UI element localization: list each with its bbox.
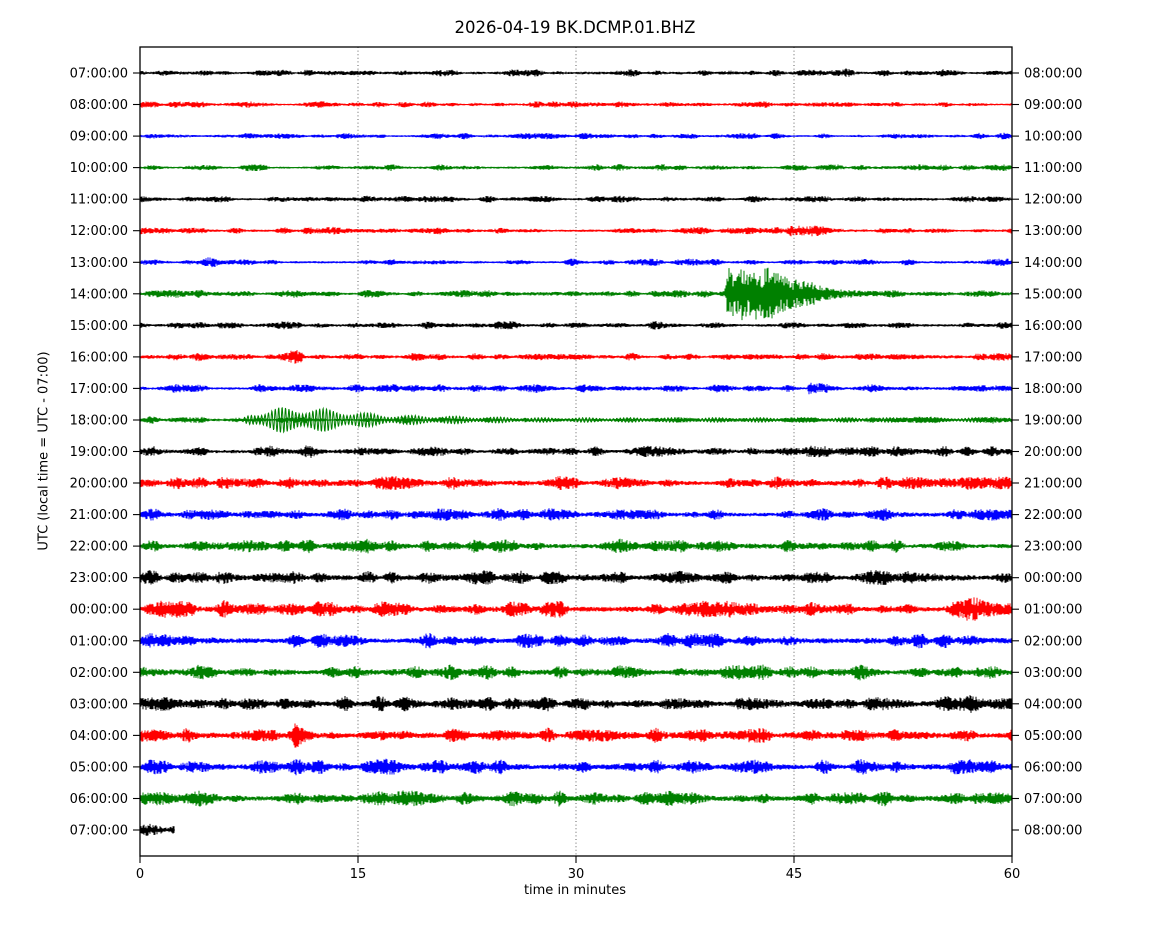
right-tick-label-15: 23:00:00 <box>1024 540 1082 555</box>
x-tick-label-30: 30 <box>568 867 585 882</box>
right-tick-label-17: 01:00:00 <box>1024 603 1082 618</box>
left-tick-label-14: 21:00:00 <box>70 508 128 523</box>
right-tick-label-19: 03:00:00 <box>1024 666 1082 681</box>
left-tick-label-15: 22:00:00 <box>70 540 128 555</box>
right-tick-label-22: 06:00:00 <box>1024 760 1082 775</box>
ringing-signal-row-11 <box>240 406 1013 434</box>
left-tick-label-5: 12:00:00 <box>70 224 128 239</box>
x-axis-label: time in minutes <box>523 883 627 898</box>
left-tick-label-12: 19:00:00 <box>70 445 128 460</box>
x-tick-label-0: 0 <box>136 867 144 882</box>
right-tick-label-7: 15:00:00 <box>1024 287 1082 302</box>
right-tick-label-10: 18:00:00 <box>1024 382 1082 397</box>
left-tick-label-6: 13:00:00 <box>70 256 128 271</box>
left-tick-label-2: 09:00:00 <box>70 130 128 145</box>
right-tick-label-3: 11:00:00 <box>1024 161 1082 176</box>
right-tick-label-16: 00:00:00 <box>1024 571 1082 586</box>
left-tick-label-3: 10:00:00 <box>70 161 128 176</box>
left-tick-label-23: 06:00:00 <box>70 792 128 807</box>
left-tick-label-9: 16:00:00 <box>70 350 128 365</box>
right-tick-label-9: 17:00:00 <box>1024 350 1082 365</box>
left-tick-label-16: 23:00:00 <box>70 571 128 586</box>
left-tick-label-21: 04:00:00 <box>70 729 128 744</box>
x-tick-label-15: 15 <box>350 867 367 882</box>
right-tick-label-20: 04:00:00 <box>1024 697 1082 712</box>
left-tick-label-10: 17:00:00 <box>70 382 128 397</box>
x-tick-label-45: 45 <box>786 867 803 882</box>
left-tick-label-19: 02:00:00 <box>70 666 128 681</box>
right-tick-label-1: 09:00:00 <box>1024 98 1082 113</box>
right-tick-label-21: 05:00:00 <box>1024 729 1082 744</box>
right-tick-label-18: 02:00:00 <box>1024 634 1082 649</box>
right-tick-label-11: 19:00:00 <box>1024 414 1082 429</box>
plot-title: 2026-04-19 BK.DCMP.01.BHZ <box>454 18 696 37</box>
right-tick-label-6: 14:00:00 <box>1024 256 1082 271</box>
right-tick-label-5: 13:00:00 <box>1024 224 1082 239</box>
right-tick-label-2: 10:00:00 <box>1024 130 1082 145</box>
right-tick-label-12: 20:00:00 <box>1024 445 1082 460</box>
left-tick-label-17: 00:00:00 <box>70 603 128 618</box>
left-tick-label-1: 08:00:00 <box>70 98 128 113</box>
left-tick-label-0: 07:00:00 <box>70 67 128 82</box>
left-tick-label-24: 07:00:00 <box>70 824 128 839</box>
left-tick-label-20: 03:00:00 <box>70 697 128 712</box>
right-tick-label-8: 16:00:00 <box>1024 319 1082 334</box>
left-tick-label-11: 18:00:00 <box>70 414 128 429</box>
left-tick-label-4: 11:00:00 <box>70 193 128 208</box>
left-tick-label-8: 15:00:00 <box>70 319 128 334</box>
left-tick-label-22: 05:00:00 <box>70 760 128 775</box>
left-tick-label-7: 14:00:00 <box>70 287 128 302</box>
right-tick-label-4: 12:00:00 <box>1024 193 1082 208</box>
left-tick-label-13: 20:00:00 <box>70 477 128 492</box>
left-tick-label-18: 01:00:00 <box>70 634 128 649</box>
right-tick-label-14: 22:00:00 <box>1024 508 1082 523</box>
right-tick-label-13: 21:00:00 <box>1024 477 1082 492</box>
plot-border <box>139 46 1013 857</box>
right-tick-label-23: 07:00:00 <box>1024 792 1082 807</box>
right-tick-label-24: 08:00:00 <box>1024 824 1082 839</box>
right-tick-label-0: 08:00:00 <box>1024 67 1082 82</box>
x-tick-label-60: 60 <box>1004 867 1021 882</box>
